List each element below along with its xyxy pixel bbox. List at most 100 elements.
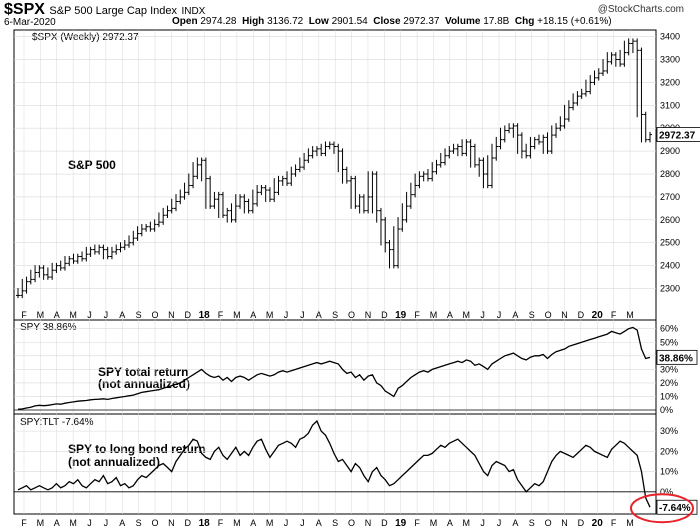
x-tick-label: J bbox=[104, 310, 109, 320]
ohlc-bar bbox=[648, 131, 652, 143]
x-tick-label: 19 bbox=[395, 518, 407, 529]
x-tick-label: S bbox=[136, 518, 142, 528]
ohlc-bar bbox=[340, 148, 345, 184]
x-tick-label: N bbox=[365, 518, 372, 528]
ohlc-bar bbox=[259, 185, 264, 196]
ohlc-bar bbox=[618, 49, 623, 67]
x-tick-label: F bbox=[414, 518, 420, 528]
x-tick-label: N bbox=[561, 518, 568, 528]
open-value: 2974.28 bbox=[200, 16, 237, 27]
x-tick-label: J bbox=[300, 310, 305, 320]
x-tick-label: O bbox=[545, 310, 552, 320]
ohlc-bar bbox=[609, 52, 614, 65]
ohlc-bar bbox=[391, 226, 396, 269]
x-tick-label: A bbox=[54, 518, 60, 528]
x-tick-label: F bbox=[611, 310, 617, 320]
x-tick-label: M bbox=[430, 518, 438, 528]
y-tick-label: 0% bbox=[660, 487, 673, 497]
x-tick-label: J bbox=[480, 310, 485, 320]
x-tick-label: 18 bbox=[199, 310, 211, 321]
ohlc-bar bbox=[323, 141, 328, 157]
ohlc-bar bbox=[370, 171, 375, 214]
ohlc-bar bbox=[468, 139, 473, 168]
ohlc-bar bbox=[502, 125, 507, 143]
ohlc-bar bbox=[276, 175, 281, 196]
ohlc-bar bbox=[421, 171, 426, 182]
x-tick-label: S bbox=[332, 518, 338, 528]
x-tick-label: N bbox=[168, 310, 175, 320]
x-tick-label: S bbox=[332, 310, 338, 320]
price-legend: $SPX (Weekly) 2972.37 bbox=[32, 32, 139, 43]
ohlc-bar bbox=[417, 171, 422, 189]
ohlc-bar bbox=[592, 70, 597, 86]
ohlc-bar bbox=[622, 40, 627, 67]
ohlc-bar bbox=[156, 212, 161, 228]
ohlc-bar bbox=[464, 139, 469, 157]
ohlc-bar bbox=[220, 191, 225, 218]
ohlc-bar bbox=[16, 288, 20, 299]
x-tick-label: A bbox=[250, 310, 256, 320]
chart-marks: 2300240025002600270028002900300031003200… bbox=[14, 32, 700, 524]
ohlc-bar bbox=[45, 267, 50, 280]
ohlc-bar bbox=[182, 182, 187, 200]
y-tick-label: 3200 bbox=[660, 77, 680, 87]
ohlc-bar bbox=[285, 171, 290, 186]
x-tick-label: D bbox=[578, 310, 585, 320]
ohlc-bar bbox=[494, 136, 499, 161]
y-tick-label: 3300 bbox=[660, 54, 680, 64]
series-line bbox=[17, 326, 651, 410]
x-tick-label: A bbox=[316, 310, 322, 320]
x-tick-label: M bbox=[37, 518, 45, 528]
ohlc-bar bbox=[349, 175, 354, 209]
ohlc-bar bbox=[97, 244, 102, 255]
ohlc-bar bbox=[515, 123, 520, 154]
y-tick-label: 2500 bbox=[660, 238, 680, 248]
ohlc-bar bbox=[88, 246, 93, 257]
ohlc-bar bbox=[635, 38, 640, 118]
y-tick-label: 0% bbox=[660, 405, 673, 415]
x-tick-label: M bbox=[37, 310, 45, 320]
ohlc-bar bbox=[67, 256, 72, 267]
series-line bbox=[17, 419, 651, 508]
ohlc-bar bbox=[575, 91, 580, 106]
x-tick-label: A bbox=[512, 518, 518, 528]
ohlc-bar bbox=[28, 269, 33, 285]
ohlc-bar bbox=[250, 189, 255, 214]
ohlc-bar bbox=[566, 100, 571, 122]
ohlc-bar bbox=[242, 194, 247, 214]
ohlc-bar bbox=[293, 164, 298, 177]
ohlc-bar bbox=[541, 134, 546, 154]
ohlc-bar bbox=[477, 157, 482, 177]
ohlc-bar bbox=[528, 136, 533, 159]
ohlc-bar bbox=[135, 226, 140, 241]
ohlc-bar bbox=[186, 173, 191, 196]
ohlc-bar bbox=[549, 125, 554, 154]
ohlc-bar bbox=[263, 185, 268, 202]
x-tick-label: M bbox=[266, 310, 274, 320]
spy-tlt-annotation-2: (not annualized) bbox=[68, 455, 160, 469]
chg-value: +18.15 (+0.61%) bbox=[537, 16, 612, 27]
x-tick-label: N bbox=[365, 310, 372, 320]
ohlc-bar bbox=[387, 239, 392, 269]
x-tick-label: F bbox=[21, 518, 27, 528]
x-tick-label: M bbox=[233, 518, 241, 528]
x-tick-label: J bbox=[300, 518, 305, 528]
ohlc-bar bbox=[400, 203, 405, 232]
stockcharts-credit[interactable]: @StockCharts.com bbox=[597, 4, 684, 15]
ohlc-bar bbox=[519, 132, 524, 159]
ohlc-bar bbox=[310, 146, 315, 159]
x-tick-label: F bbox=[414, 310, 420, 320]
x-tick-label: 20 bbox=[592, 310, 604, 321]
x-tick-label: S bbox=[529, 310, 535, 320]
ohlc-bar bbox=[118, 242, 123, 253]
x-tick-label: N bbox=[561, 310, 568, 320]
ohlc-bar bbox=[195, 157, 200, 180]
x-tick-label: A bbox=[119, 518, 125, 528]
ohlc-bar bbox=[596, 68, 601, 81]
ohlc-bar bbox=[490, 143, 494, 189]
y-tick-label: 30% bbox=[660, 426, 678, 436]
x-tick-label: J bbox=[87, 310, 92, 320]
y-tick-label: 60% bbox=[660, 324, 678, 334]
close-label: Close bbox=[373, 16, 401, 27]
ohlc-bar bbox=[54, 262, 59, 273]
